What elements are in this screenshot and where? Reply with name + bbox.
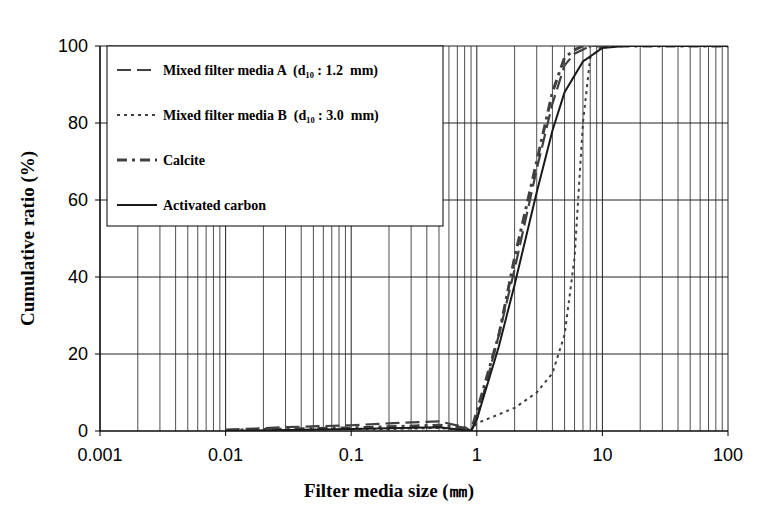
minor-grid-line: [640, 46, 641, 431]
x-grid-line: [476, 46, 477, 431]
y-grid-line: [100, 354, 728, 355]
minor-grid-line: [471, 46, 472, 431]
x-tick: [476, 431, 477, 436]
minor-grid-line: [700, 46, 701, 431]
minor-grid-line: [448, 46, 449, 431]
chart: 0.001 0.01 0.1 1 10 100 0 20 40 60 80 100 Filter med…: [0, 0, 762, 511]
x-axis-label: Filter media size (㎜): [304, 480, 474, 502]
x-tick: [728, 431, 729, 436]
x-grid-line: [100, 46, 101, 431]
x-tick-label: 10: [592, 445, 612, 465]
x-tick-label: 0.01: [208, 445, 243, 465]
grid: [100, 46, 728, 431]
minor-grid-line: [582, 46, 583, 431]
x-grid-line: [602, 46, 603, 431]
minor-grid-line: [715, 46, 716, 431]
legend-swatch: [117, 114, 157, 116]
x-tick-label: 0.1: [339, 445, 364, 465]
x-tick-label: 100: [713, 445, 743, 465]
x-tick: [351, 431, 352, 436]
legend-swatch: [117, 69, 157, 71]
y-tick-label: 20: [68, 344, 88, 364]
legend-swatch: [117, 159, 157, 162]
minor-grid-line: [678, 46, 679, 431]
x-tick-label: 1: [472, 445, 482, 465]
minor-grid-line: [564, 46, 565, 431]
legend-box: [107, 46, 443, 226]
legend-label: Mixed filter media A (d₁₀ : 1.2 mm): [163, 63, 378, 79]
minor-grid-line: [708, 46, 709, 431]
x-tick-label: 0.001: [77, 445, 122, 465]
y-tick: [95, 46, 100, 47]
x-axis: [100, 430, 728, 431]
minor-grid-line: [590, 46, 591, 431]
y-grid-line: [100, 431, 728, 432]
minor-grid-line: [514, 46, 515, 431]
x-grid-line: [728, 46, 729, 431]
legend: Mixed filter media A (d₁₀ : 1.2 mm) Mixed…: [107, 46, 443, 226]
y-tick: [95, 200, 100, 201]
minor-grid-line: [662, 46, 663, 431]
minor-grid-line: [464, 46, 465, 431]
x-tick: [225, 431, 226, 436]
minor-grid-line: [722, 46, 723, 431]
y-tick: [95, 277, 100, 278]
minor-grid-line: [690, 46, 691, 431]
legend-label: Mixed filter media B (d₁₀ : 3.0 mm): [163, 108, 379, 124]
y-tick: [95, 431, 100, 432]
y-tick: [95, 123, 100, 124]
y-tick-label: 60: [68, 190, 88, 210]
legend-label: Calcite: [163, 153, 205, 168]
x-tick: [602, 431, 603, 436]
minor-grid-line: [536, 46, 537, 431]
y-tick-label: 40: [68, 267, 88, 287]
y-axis-label: Cumulative ratio (%): [17, 151, 39, 326]
minor-grid-line: [457, 46, 458, 431]
y-grid-line: [100, 277, 728, 278]
minor-grid-line: [596, 46, 597, 431]
y-tick: [95, 354, 100, 355]
y-tick-label: 0: [78, 421, 88, 441]
legend-label: Activated carbon: [163, 198, 266, 213]
legend-swatch: [117, 204, 157, 206]
x-tick: [100, 431, 101, 436]
y-axis: [99, 46, 100, 431]
y-tick-label: 80: [68, 113, 88, 133]
y-tick-label: 100: [58, 36, 88, 56]
